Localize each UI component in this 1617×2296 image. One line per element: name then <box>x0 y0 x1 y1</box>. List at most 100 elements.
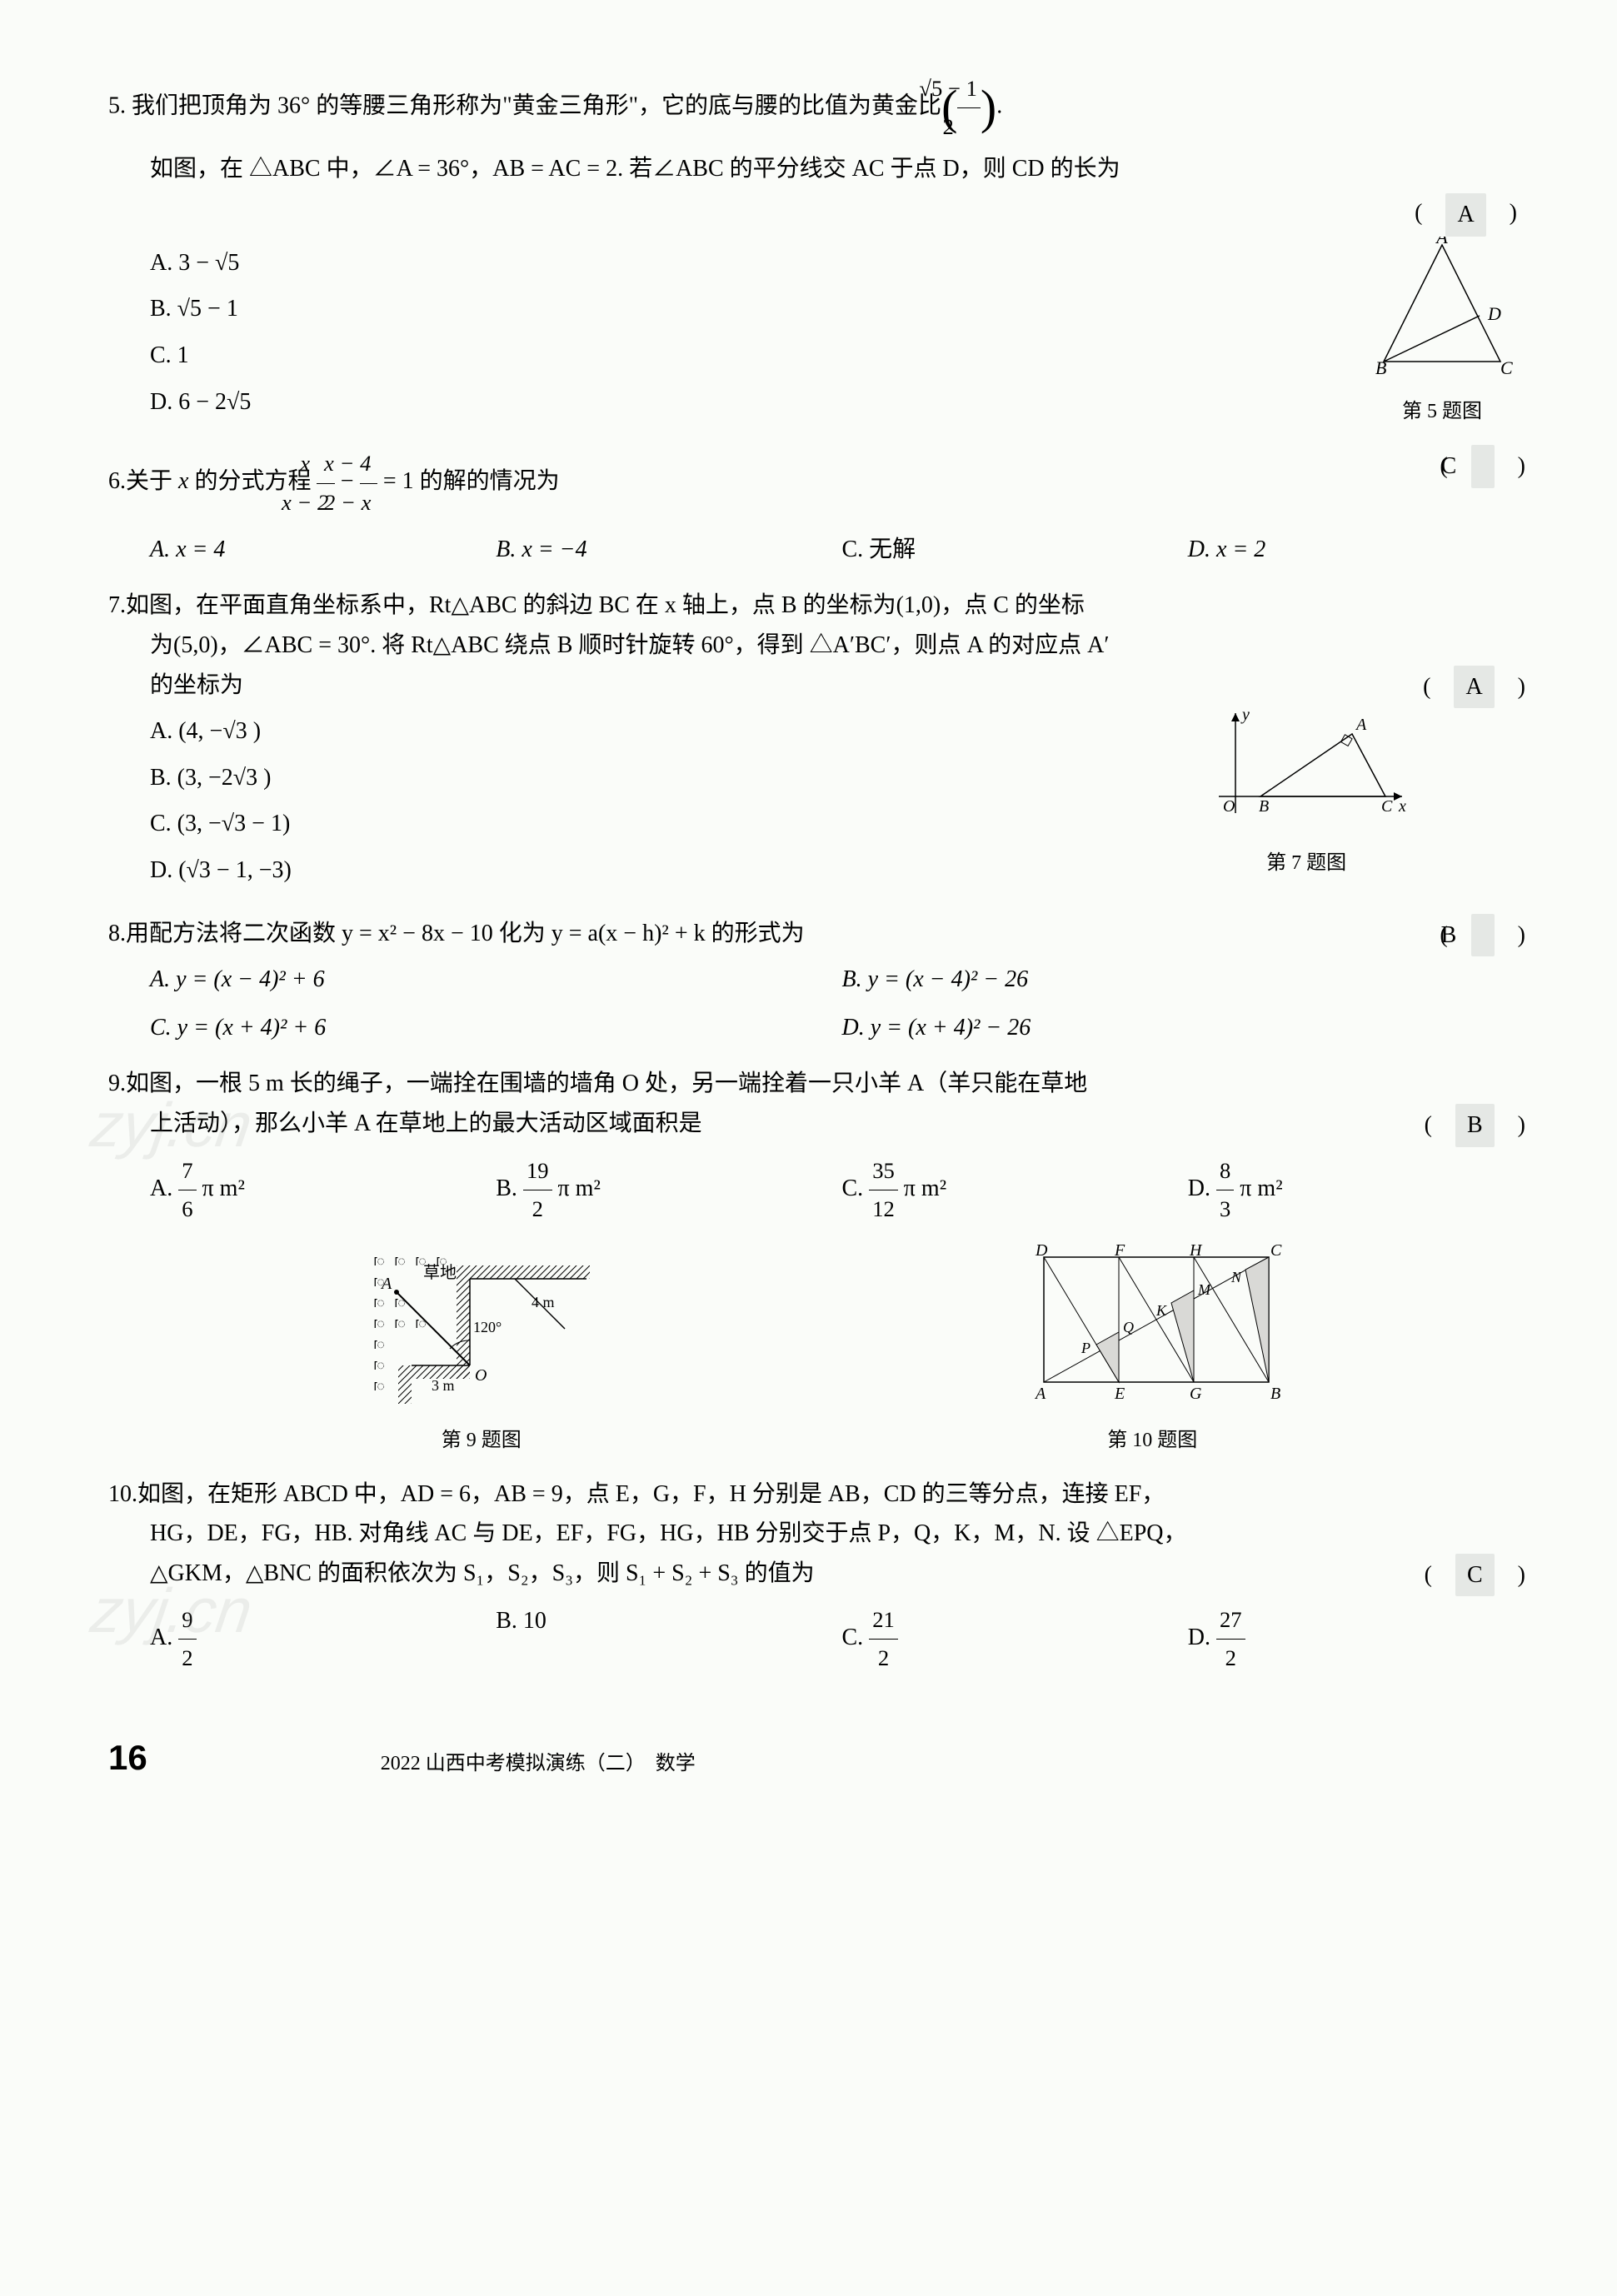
l-d: D <box>1035 1241 1048 1260</box>
q9-figure-caption: 第 9 题图 <box>348 1424 615 1458</box>
l-g: G <box>1190 1385 1202 1403</box>
lbl-x: x <box>1398 797 1406 816</box>
q9-s1: 如图，一根 5 m 长的绳子，一端拴在围墙的墙角 O 处，另一端拴着一只小羊 A… <box>126 1071 1087 1096</box>
q5-options: A. 3 − √5 B. √5 − 1 C. 1 D. 6 − 2√5 <box>150 237 1350 429</box>
q8-opt-b: B. y = (x − 4)² − 26 <box>842 960 1535 1000</box>
q5-triangle-svg: A B C D <box>1367 237 1517 378</box>
q7-opt-d: D. (√3 − 1, −3) <box>150 851 1190 891</box>
q9-opt-c: C. 3512 π m² <box>842 1152 1188 1228</box>
lbl-c: C <box>1500 357 1513 378</box>
q8-stem: 用配方法将二次函数 y = x² − 8x − 10 化为 y = a(x − … <box>126 921 805 946</box>
q7-answer: A <box>1454 666 1494 709</box>
svg-text:ॎ: ॎ <box>394 1296 406 1310</box>
q10-figure-caption: 第 10 题图 <box>1011 1424 1294 1458</box>
q10-figure: D F H C A E G B P Q K M N 第 10 题图 <box>1011 1240 1294 1458</box>
lbl-4m: 4 m <box>532 1294 555 1310</box>
l-q: Q <box>1123 1319 1134 1335</box>
l-k: K <box>1155 1302 1167 1319</box>
lbl-y: y <box>1240 706 1250 724</box>
cn: 21 <box>869 1601 898 1640</box>
cd: 2 <box>869 1640 898 1677</box>
q6-opt-b: B. x = −4 <box>496 530 841 570</box>
q8-options: A. y = (x − 4)² + 6 B. y = (x − 4)² − 26… <box>150 960 1534 1047</box>
l-f: F <box>1114 1241 1125 1260</box>
q6-opt-a: A. x = 4 <box>150 530 496 570</box>
q10-stem2: HG，DE，FG，HB. 对角线 AC 与 DE，EF，FG，HG，HB 分别交… <box>150 1514 1534 1554</box>
l-b: B <box>1270 1385 1280 1403</box>
q8-answer-cell: ( B ) <box>1481 914 1525 957</box>
q10-opt-c: C. 212 <box>842 1601 1188 1677</box>
q10-options: A. 92 B. 10 C. 212 D. 272 <box>150 1601 1534 1677</box>
q5-stem-text-1: 我们把顶角为 36° 的等腰三角形称为"黄金三角形"，它的底与腰的比值为黄金比 <box>132 93 941 119</box>
q7-stem1: 7.如图，在平面直角坐标系中，Rt△ABC 的斜边 BC 在 x 轴上，点 B … <box>150 586 1534 626</box>
q6-t1: 关于 <box>126 469 178 495</box>
q7-opt-c: C. (3, −√3 − 1) <box>150 804 1190 844</box>
q6-stem: 6.关于 x 的分式方程 xx − 2 − x − 42 − x = 1 的解的… <box>150 445 1534 521</box>
q10-stem3-row: △GKM，△BNC 的面积依次为 S₁，S₂，S₃，则 S₁ + S₂ + S₃… <box>150 1554 1534 1594</box>
q8-number: 8. <box>108 921 126 946</box>
q9-opt-d: D. 83 π m² <box>1188 1152 1534 1228</box>
dd: 3 <box>1216 1190 1234 1228</box>
lbl-a: A <box>1435 237 1448 247</box>
dp: D. <box>1188 1625 1216 1650</box>
q7-stem2: 为(5,0)，∠ABC = 30°. 将 Rt△ABC 绕点 B 顺时针旋转 6… <box>150 626 1534 666</box>
lbl-b: B <box>1375 357 1386 378</box>
q9-figure: A O 草地 120° 3 m 4 m ॎॎॎॎ ॎॎॎ ॎॎॎ ॎॎॎ 第 9… <box>348 1240 615 1458</box>
q6-frac2: x − 42 − x <box>360 445 377 521</box>
q10-s1: 如图，在矩形 ABCD 中，AD = 6，AB = 9，点 E，G，F，H 分别… <box>137 1481 1165 1507</box>
q8-answer: B <box>1471 914 1495 957</box>
dn: 8 <box>1216 1152 1234 1190</box>
q9-answer: B <box>1455 1104 1495 1147</box>
q9-number: 9. <box>108 1071 126 1096</box>
q6-t3: = 1 的解的情况为 <box>377 469 560 495</box>
svg-text:ॎ: ॎ <box>373 1338 385 1352</box>
svg-text:ॎ: ॎ <box>373 1275 385 1290</box>
q5-figure: A B C D 第 5 题图 <box>1350 237 1534 429</box>
q7-number: 7. <box>108 592 126 618</box>
ad: 6 <box>178 1190 196 1228</box>
page-number: 16 <box>108 1728 147 1787</box>
lbl-c: C <box>1381 797 1393 816</box>
q9-stem2-row: 上活动），那么小羊 A 在草地上的最大活动区域面积是 ( B ) <box>150 1104 1534 1144</box>
q5-figure-caption: 第 5 题图 <box>1350 395 1534 429</box>
svg-text:ॎ: ॎ <box>373 1296 385 1310</box>
l-e: E <box>1114 1385 1125 1403</box>
q7-s1: 如图，在平面直角坐标系中，Rt△ABC 的斜边 BC 在 x 轴上，点 B 的坐… <box>126 592 1085 618</box>
q6-x: x <box>178 469 188 495</box>
lbl-d: D <box>1487 303 1501 324</box>
q5-opt-d: D. 6 − 2√5 <box>150 382 1350 422</box>
q9-stem2: 上活动），那么小羊 A 在草地上的最大活动区域面积是 <box>150 1111 702 1136</box>
question-10: zyj.cn 10.如图，在矩形 ABCD 中，AD = 6，AB = 9，点 … <box>108 1475 1534 1678</box>
q7-opt-a: A. (4, −√3 ) <box>150 711 1190 751</box>
lbl-3m: 3 m <box>432 1377 455 1394</box>
q9-opt-a: A. 76 π m² <box>150 1152 496 1228</box>
right-paren: ) <box>981 80 996 134</box>
l-n: N <box>1230 1269 1242 1285</box>
lbl-angle: 120° <box>473 1319 502 1335</box>
as: π m² <box>197 1175 245 1201</box>
q10-opt-a: A. 92 <box>150 1601 496 1677</box>
footer-text: 2022 山西中考模拟演练（二） 数学 <box>381 1747 696 1781</box>
l-p: P <box>1080 1340 1090 1356</box>
svg-text:ॎ: ॎ <box>415 1255 427 1269</box>
q9-answer-cell: ( B ) <box>1425 1104 1525 1147</box>
q8-opt-a: A. y = (x − 4)² + 6 <box>150 960 842 1000</box>
figures-row-9-10: A O 草地 120° 3 m 4 m ॎॎॎॎ ॎॎॎ ॎॎॎ ॎॎॎ 第 9… <box>150 1240 1492 1458</box>
cd: 12 <box>869 1190 898 1228</box>
q6-number: 6. <box>108 469 126 495</box>
lbl-o: O <box>1223 797 1235 816</box>
q10-answer: C <box>1455 1554 1495 1597</box>
bp: B. <box>496 1175 523 1201</box>
lbl-o: O <box>475 1366 487 1385</box>
q8-opt-d: D. y = (x + 4)² − 26 <box>842 1008 1535 1048</box>
cp: C. <box>842 1625 870 1650</box>
ds: π m² <box>1234 1175 1282 1201</box>
question-9: zyj.cn 9.如图，一根 5 m 长的绳子，一端拴在围墙的墙角 O 处，另一… <box>108 1064 1534 1457</box>
question-7: 7.如图，在平面直角坐标系中，Rt△ABC 的斜边 BC 在 x 轴上，点 B … <box>108 586 1534 896</box>
q5-opt-a: A. 3 − √5 <box>150 243 1350 283</box>
svg-text:ॎ: ॎ <box>436 1255 447 1269</box>
dn: 27 <box>1216 1601 1245 1640</box>
an: 9 <box>178 1601 196 1640</box>
q10-opt-d: D. 272 <box>1188 1601 1534 1677</box>
q6-answer: C <box>1471 445 1495 488</box>
